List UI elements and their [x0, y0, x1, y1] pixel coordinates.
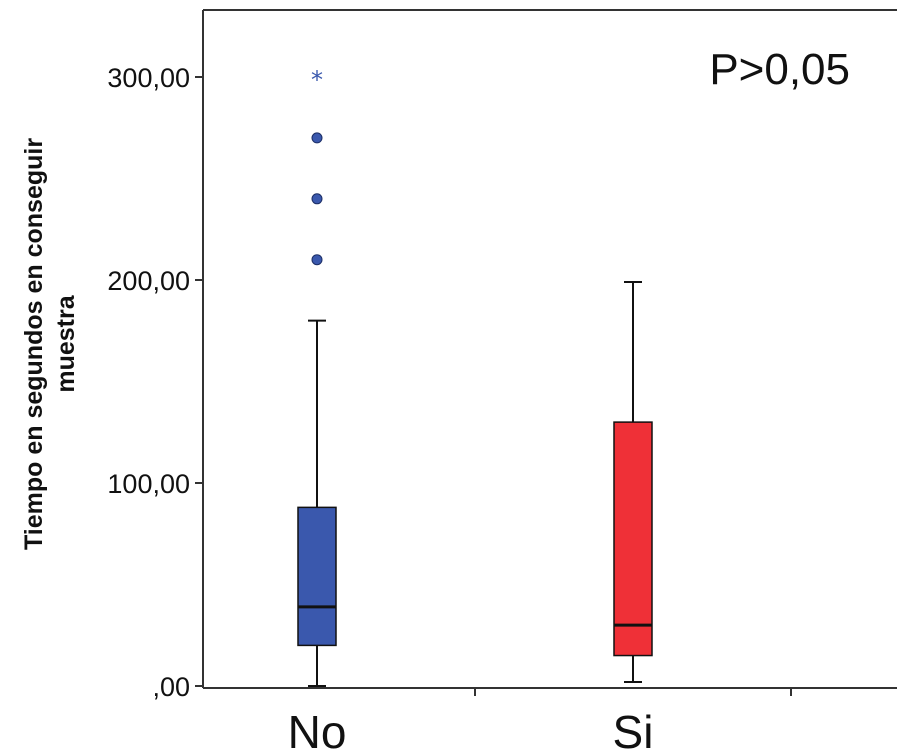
outlier-point [311, 254, 323, 266]
y-tick-label: 300,00 [107, 63, 190, 93]
outlier-point [311, 193, 323, 205]
iqr-box [613, 421, 653, 657]
y-tick-label: ,00 [152, 672, 190, 702]
y-tick-label: 100,00 [107, 469, 190, 499]
iqr-box [297, 506, 337, 647]
extreme-point: * [311, 66, 323, 94]
y-axis-label-line-2: muestra [52, 294, 80, 392]
y-tick-label: 200,00 [107, 266, 190, 296]
box-no: * [297, 66, 337, 687]
x-axis-ticks: No Si [288, 688, 792, 752]
boxes-group: * [297, 66, 653, 687]
y-axis-ticks: ,00 100,00 200,00 300,00 [107, 63, 203, 702]
p-value-annotation: P>0,05 [709, 45, 850, 94]
y-axis-label-line-1: Tiempo en segundos en conseguir [20, 138, 48, 550]
x-tick-label: Si [613, 706, 654, 752]
outlier-point [311, 132, 323, 144]
box-si [613, 281, 653, 683]
x-tick-label: No [288, 706, 347, 752]
